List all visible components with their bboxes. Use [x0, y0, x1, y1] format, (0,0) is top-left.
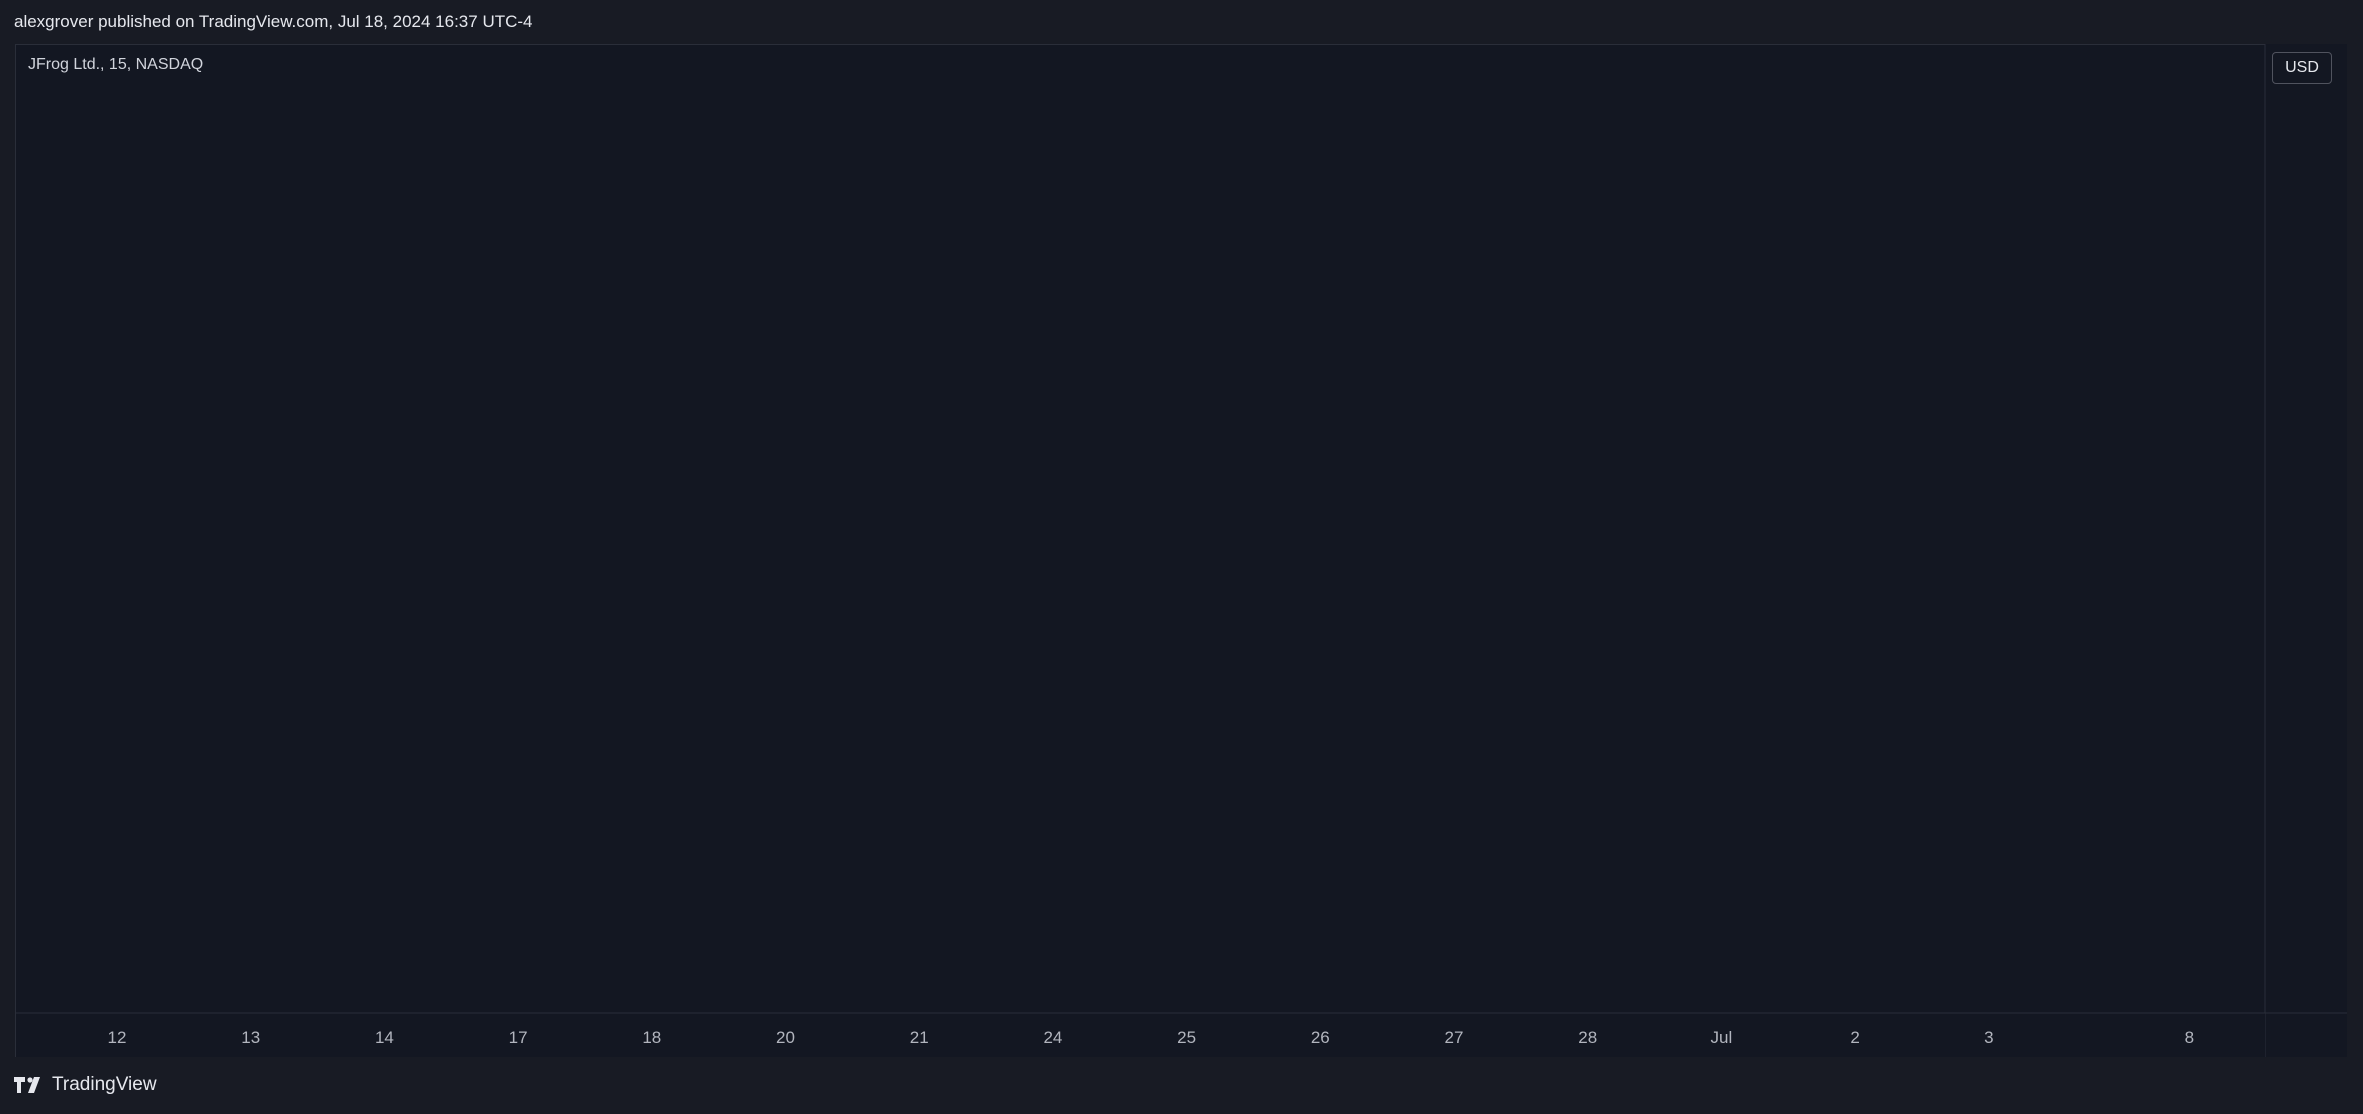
time-tick-label: 18: [642, 1028, 661, 1047]
time-tick-label: 25: [1177, 1028, 1196, 1047]
time-tick-label: 3: [1984, 1028, 1993, 1047]
tradingview-brand: TradingView: [52, 1074, 157, 1095]
publish-info: alexgrover published on TradingView.com,…: [14, 12, 533, 31]
currency-button[interactable]: USD: [2272, 52, 2332, 84]
time-tick-label: 14: [375, 1028, 394, 1047]
tradingview-logo-icon: [14, 1077, 40, 1093]
time-tick-label: 17: [509, 1028, 528, 1047]
tradingview-logo[interactable]: TradingView: [14, 1074, 157, 1096]
time-tick-label: 27: [1445, 1028, 1464, 1047]
time-tick-label: 8: [2185, 1028, 2194, 1047]
symbol-label[interactable]: JFrog Ltd., 15, NASDAQ: [28, 56, 204, 73]
time-tick-label: 26: [1311, 1028, 1330, 1047]
price-axis[interactable]: [2265, 44, 2347, 1058]
time-tick-label: Jul: [1711, 1028, 1733, 1047]
time-tick-label: 28: [1578, 1028, 1597, 1047]
time-tick-label: 24: [1043, 1028, 1062, 1047]
time-tick-label: 2: [1850, 1028, 1859, 1047]
time-tick-label: 13: [241, 1028, 260, 1047]
time-axis[interactable]: [16, 1013, 2265, 1058]
publish-header: alexgrover published on TradingView.com,…: [0, 0, 2363, 44]
footer-bar: [0, 1057, 2363, 1114]
chart-pane[interactable]: [15, 44, 2347, 1057]
time-tick-label: 12: [108, 1028, 127, 1047]
time-tick-label: 21: [910, 1028, 929, 1047]
time-tick-label: 20: [776, 1028, 795, 1047]
